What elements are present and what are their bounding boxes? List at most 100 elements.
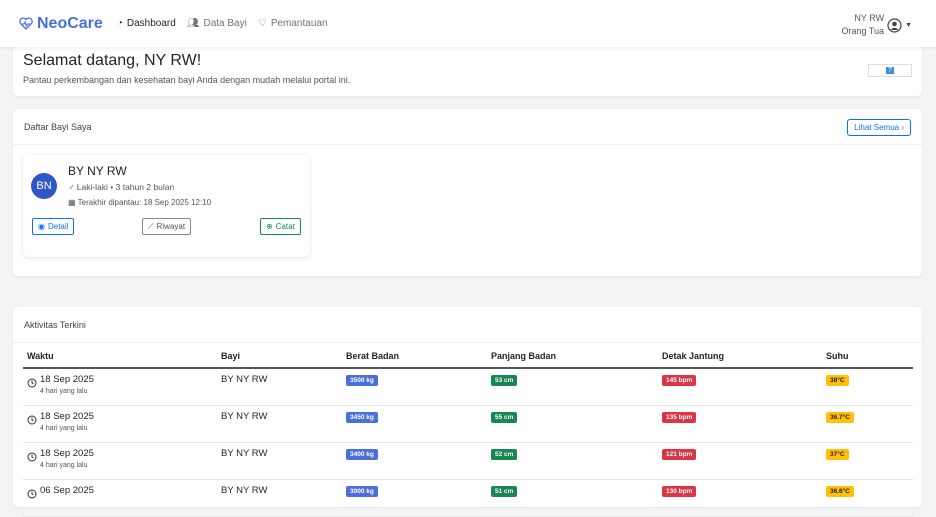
length-badge: 52 cm bbox=[491, 448, 518, 460]
people-icon: 👥︎ bbox=[186, 18, 200, 29]
nav-label: Data Bayi bbox=[203, 18, 247, 29]
chart-line-icon: ⟋ bbox=[148, 221, 154, 231]
length-badge: 55 cm bbox=[491, 411, 518, 423]
weight-badge: 3400 kg bbox=[346, 448, 378, 460]
temp-badge: 38°C bbox=[826, 375, 849, 386]
cell-weight: 3400 kg bbox=[342, 442, 487, 480]
col-header: Suhu bbox=[822, 345, 913, 369]
nav-data-bayi[interactable]: 👥︎ Data Bayi bbox=[187, 18, 247, 29]
date: 18 Sep 2025 bbox=[40, 447, 94, 459]
nav-label: Dashboard bbox=[126, 18, 176, 29]
cell-time: 18 Sep 2025 4 hari yang lalu bbox=[23, 405, 217, 443]
user-circle-icon bbox=[887, 17, 902, 33]
brand-name: NeoCare bbox=[37, 14, 103, 32]
baby-gender-age: Laki-laki • 3 tahun 2 bulan bbox=[76, 182, 175, 192]
record-label: Catat bbox=[275, 222, 295, 231]
cell-heart: 121 bpm bbox=[658, 442, 822, 480]
baby-list-title: Daftar Bayi Saya bbox=[13, 109, 922, 145]
male-icon: ♂ bbox=[68, 182, 75, 192]
welcome-subtitle: Pantau perkembangan dan kesehatan bayi A… bbox=[23, 75, 351, 85]
brand-logo[interactable]: NeoCare bbox=[19, 15, 103, 33]
activity-title: Aktivitas Terkini bbox=[13, 307, 922, 343]
baby-card: BN BY NY RW ♂ Laki-laki • 3 tahun 2 bula… bbox=[23, 155, 310, 257]
temp-badge: 37°C bbox=[826, 448, 849, 460]
heart-badge: 121 bpm bbox=[662, 448, 697, 460]
col-header: Detak Jantung bbox=[658, 345, 822, 369]
cell-time: 06 Sep 2025 bbox=[23, 479, 217, 517]
help-icon: ? bbox=[886, 67, 894, 74]
cell-baby: BY NY RW bbox=[217, 479, 342, 517]
welcome-card: Selamat datang, NY RW! Pantau perkembang… bbox=[13, 40, 922, 96]
cell-length: 52 cm bbox=[487, 442, 658, 480]
relative-time: 4 hari yang lalu bbox=[40, 424, 88, 432]
plus-circle-icon: ⊕ bbox=[266, 222, 273, 231]
heart-badge: 145 bpm bbox=[662, 375, 697, 386]
calendar-icon: ▦ bbox=[68, 198, 76, 207]
see-all-label: Lihat Semua bbox=[854, 123, 900, 132]
record-button[interactable]: ⊕ Catat bbox=[260, 218, 301, 235]
col-header: Panjang Badan bbox=[487, 345, 658, 369]
cell-temp: 36.7°C bbox=[822, 405, 913, 443]
heart-badge: 135 bpm bbox=[662, 411, 697, 423]
avatar: BN bbox=[31, 173, 57, 199]
cell-length: 51 cm bbox=[487, 479, 658, 517]
heart-badge: 130 bpm bbox=[662, 485, 697, 497]
clock-icon bbox=[27, 489, 37, 498]
cell-temp: 37°C bbox=[822, 442, 913, 480]
nav-pemantauan[interactable]: ♡ Pemantauan bbox=[258, 18, 328, 29]
baby-name: BY NY RW bbox=[68, 164, 127, 178]
cell-time: 18 Sep 2025 4 hari yang lalu bbox=[23, 442, 217, 480]
table-row: 06 Sep 2025 BY NY RW 3000 kg 51 cm 130 b… bbox=[23, 479, 913, 517]
cell-baby: BY NY RW bbox=[217, 368, 342, 406]
cell-baby: BY NY RW bbox=[217, 405, 342, 443]
temp-badge: 36.7°C bbox=[826, 411, 854, 423]
cell-heart: 130 bpm bbox=[658, 479, 822, 517]
table-row: 18 Sep 2025 4 hari yang lalu BY NY RW 345… bbox=[23, 405, 913, 443]
col-header: Waktu bbox=[23, 345, 217, 369]
see-all-button[interactable]: Lihat Semua › bbox=[847, 119, 911, 136]
date: 06 Sep 2025 bbox=[40, 484, 94, 496]
activity-card: Aktivitas Terkini Waktu Bayi Berat Badan… bbox=[13, 307, 922, 517]
history-button[interactable]: ⟋ Riwayat bbox=[142, 218, 192, 235]
temp-badge: 36.6°C bbox=[826, 485, 854, 497]
user-name: NY RW bbox=[854, 13, 885, 23]
welcome-title: Selamat datang, NY RW! bbox=[23, 52, 202, 69]
help-image: ? bbox=[868, 64, 912, 77]
cell-temp: 36.6°C bbox=[822, 479, 913, 517]
col-header: Berat Badan bbox=[342, 345, 487, 369]
heart-pulse-icon: ♡ bbox=[257, 18, 267, 29]
relative-time: 4 hari yang lalu bbox=[40, 461, 88, 469]
cell-length: 53 cm bbox=[487, 368, 658, 406]
nav-dashboard[interactable]: ◔ Dashboard bbox=[117, 18, 176, 29]
weight-badge: 3450 kg bbox=[346, 411, 378, 423]
activity-table: Waktu Bayi Berat Badan Panjang Badan Det… bbox=[23, 345, 913, 517]
chevron-right-icon: › bbox=[901, 123, 904, 132]
weight-badge: 3000 kg bbox=[346, 485, 378, 497]
caret-down-icon: ▼ bbox=[905, 21, 912, 29]
history-label: Riwayat bbox=[156, 222, 186, 231]
col-header: Bayi bbox=[217, 345, 342, 369]
cell-time: 18 Sep 2025 4 hari yang lalu bbox=[23, 368, 217, 406]
relative-time: 4 hari yang lalu bbox=[40, 388, 88, 395]
cell-weight: 3500 kg bbox=[342, 368, 487, 406]
cell-temp: 38°C bbox=[822, 368, 913, 406]
baby-list-card: Daftar Bayi Saya Lihat Semua › BN BY NY … bbox=[13, 109, 922, 276]
cell-heart: 135 bpm bbox=[658, 405, 822, 443]
cell-weight: 3450 kg bbox=[342, 405, 487, 443]
heart-pulse-logo-icon bbox=[19, 17, 33, 30]
cell-length: 55 cm bbox=[487, 405, 658, 443]
date: 18 Sep 2025 bbox=[40, 374, 94, 385]
nav-label: Pemantauan bbox=[270, 18, 328, 29]
cell-weight: 3000 kg bbox=[342, 479, 487, 517]
table-row: 18 Sep 2025 4 hari yang lalu BY NY RW 340… bbox=[23, 442, 913, 480]
clock-icon bbox=[27, 415, 37, 424]
eye-icon: ◉ bbox=[38, 222, 45, 231]
baby-last-monitored: Terakhir dipantau: 18 Sep 2025 12:10 bbox=[77, 198, 212, 207]
user-menu[interactable]: NY RW Orang Tua ▼ bbox=[842, 12, 912, 38]
detail-button[interactable]: ◉ Detail bbox=[32, 218, 75, 235]
clock-icon bbox=[27, 452, 37, 461]
detail-label: Detail bbox=[47, 222, 69, 231]
navbar: NeoCare ◔ Dashboard 👥︎ Data Bayi ♡ Pemantau… bbox=[0, 0, 936, 47]
user-role: Orang Tua bbox=[841, 26, 885, 36]
length-badge: 51 cm bbox=[491, 485, 518, 497]
